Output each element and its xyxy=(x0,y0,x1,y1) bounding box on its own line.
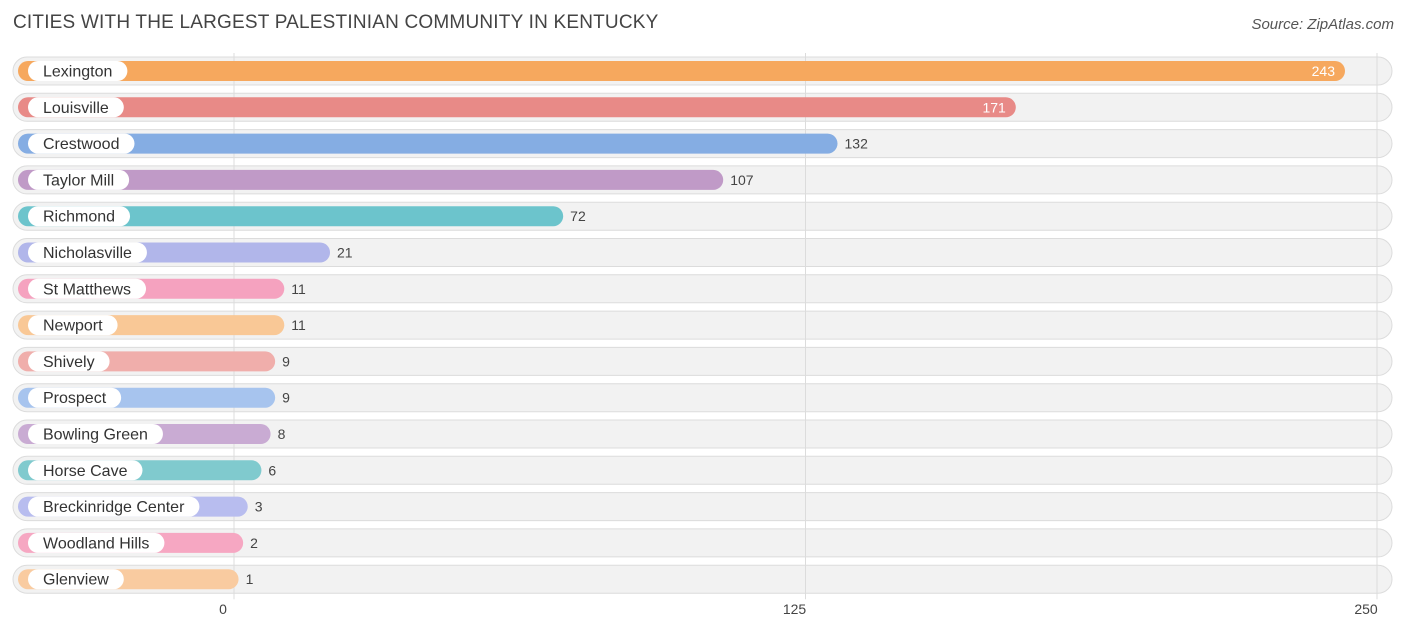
row-background xyxy=(12,274,1393,304)
row-background xyxy=(12,383,1393,413)
value-label: 6 xyxy=(268,462,276,478)
category-label: Woodland Hills xyxy=(43,535,149,552)
source-label: Source: ZipAtlas.com xyxy=(1251,16,1394,33)
category-label-pill xyxy=(28,569,124,590)
value-label: 107 xyxy=(730,172,754,188)
category-label: Horse Cave xyxy=(43,463,128,480)
value-label: 171 xyxy=(982,99,1006,115)
value-label: 21 xyxy=(337,245,353,261)
value-label: 3 xyxy=(255,499,263,515)
category-label-pill xyxy=(28,278,147,299)
category-label: Taylor Mill xyxy=(43,172,114,189)
value-label: 243 xyxy=(1312,63,1336,79)
bar xyxy=(18,133,838,154)
category-label: Louisville xyxy=(43,100,109,117)
category-label: Crestwood xyxy=(43,136,119,153)
row-background xyxy=(12,238,1393,267)
category-label: Prospect xyxy=(43,390,107,407)
value-label: 11 xyxy=(291,281,306,297)
category-label: Richmond xyxy=(43,209,115,226)
row-background xyxy=(12,310,1393,340)
row-background xyxy=(12,346,1393,376)
bar xyxy=(18,97,1016,118)
bar xyxy=(18,61,1345,81)
chart-title: CITIES WITH THE LARGEST PALESTINIAN COMM… xyxy=(13,12,659,33)
category-label-pill xyxy=(28,242,147,263)
category-label-pill xyxy=(28,133,135,154)
row-background xyxy=(12,492,1393,522)
category-label: Lexington xyxy=(43,64,112,81)
category-label: Newport xyxy=(43,318,103,335)
category-label-pill xyxy=(28,351,110,372)
category-label-pill xyxy=(28,97,124,118)
value-label: 9 xyxy=(282,390,290,406)
value-label: 2 xyxy=(250,535,258,551)
category-label: St Matthews xyxy=(43,281,131,298)
category-label: Shively xyxy=(43,354,95,371)
category-label-pill xyxy=(28,61,128,81)
category-label-pill xyxy=(28,387,122,408)
value-label: 132 xyxy=(845,136,869,152)
bar xyxy=(18,169,724,190)
value-label: 8 xyxy=(278,426,286,442)
value-label: 9 xyxy=(282,353,290,369)
row-background xyxy=(12,564,1393,594)
value-label: 72 xyxy=(570,208,586,224)
category-label: Bowling Green xyxy=(43,427,148,444)
row-background xyxy=(12,528,1393,558)
value-label: 11 xyxy=(291,317,306,333)
category-label: Glenview xyxy=(43,572,109,589)
row-background xyxy=(12,455,1393,485)
x-tick-label: 0 xyxy=(219,601,227,617)
value-label: 1 xyxy=(246,571,254,587)
row-background xyxy=(12,419,1393,449)
category-label-pill xyxy=(28,496,200,517)
category-label: Breckinridge Center xyxy=(43,499,185,516)
x-tick-label: 125 xyxy=(783,601,807,617)
bar xyxy=(18,206,564,227)
x-tick-label: 250 xyxy=(1354,601,1378,617)
category-label-pill xyxy=(28,532,165,553)
category-label-pill xyxy=(28,315,118,336)
category-label-pill xyxy=(28,169,130,190)
category-label-pill xyxy=(28,460,143,481)
category-label: Nicholasville xyxy=(43,245,132,262)
category-label-pill xyxy=(28,424,163,444)
category-label-pill xyxy=(28,206,131,227)
